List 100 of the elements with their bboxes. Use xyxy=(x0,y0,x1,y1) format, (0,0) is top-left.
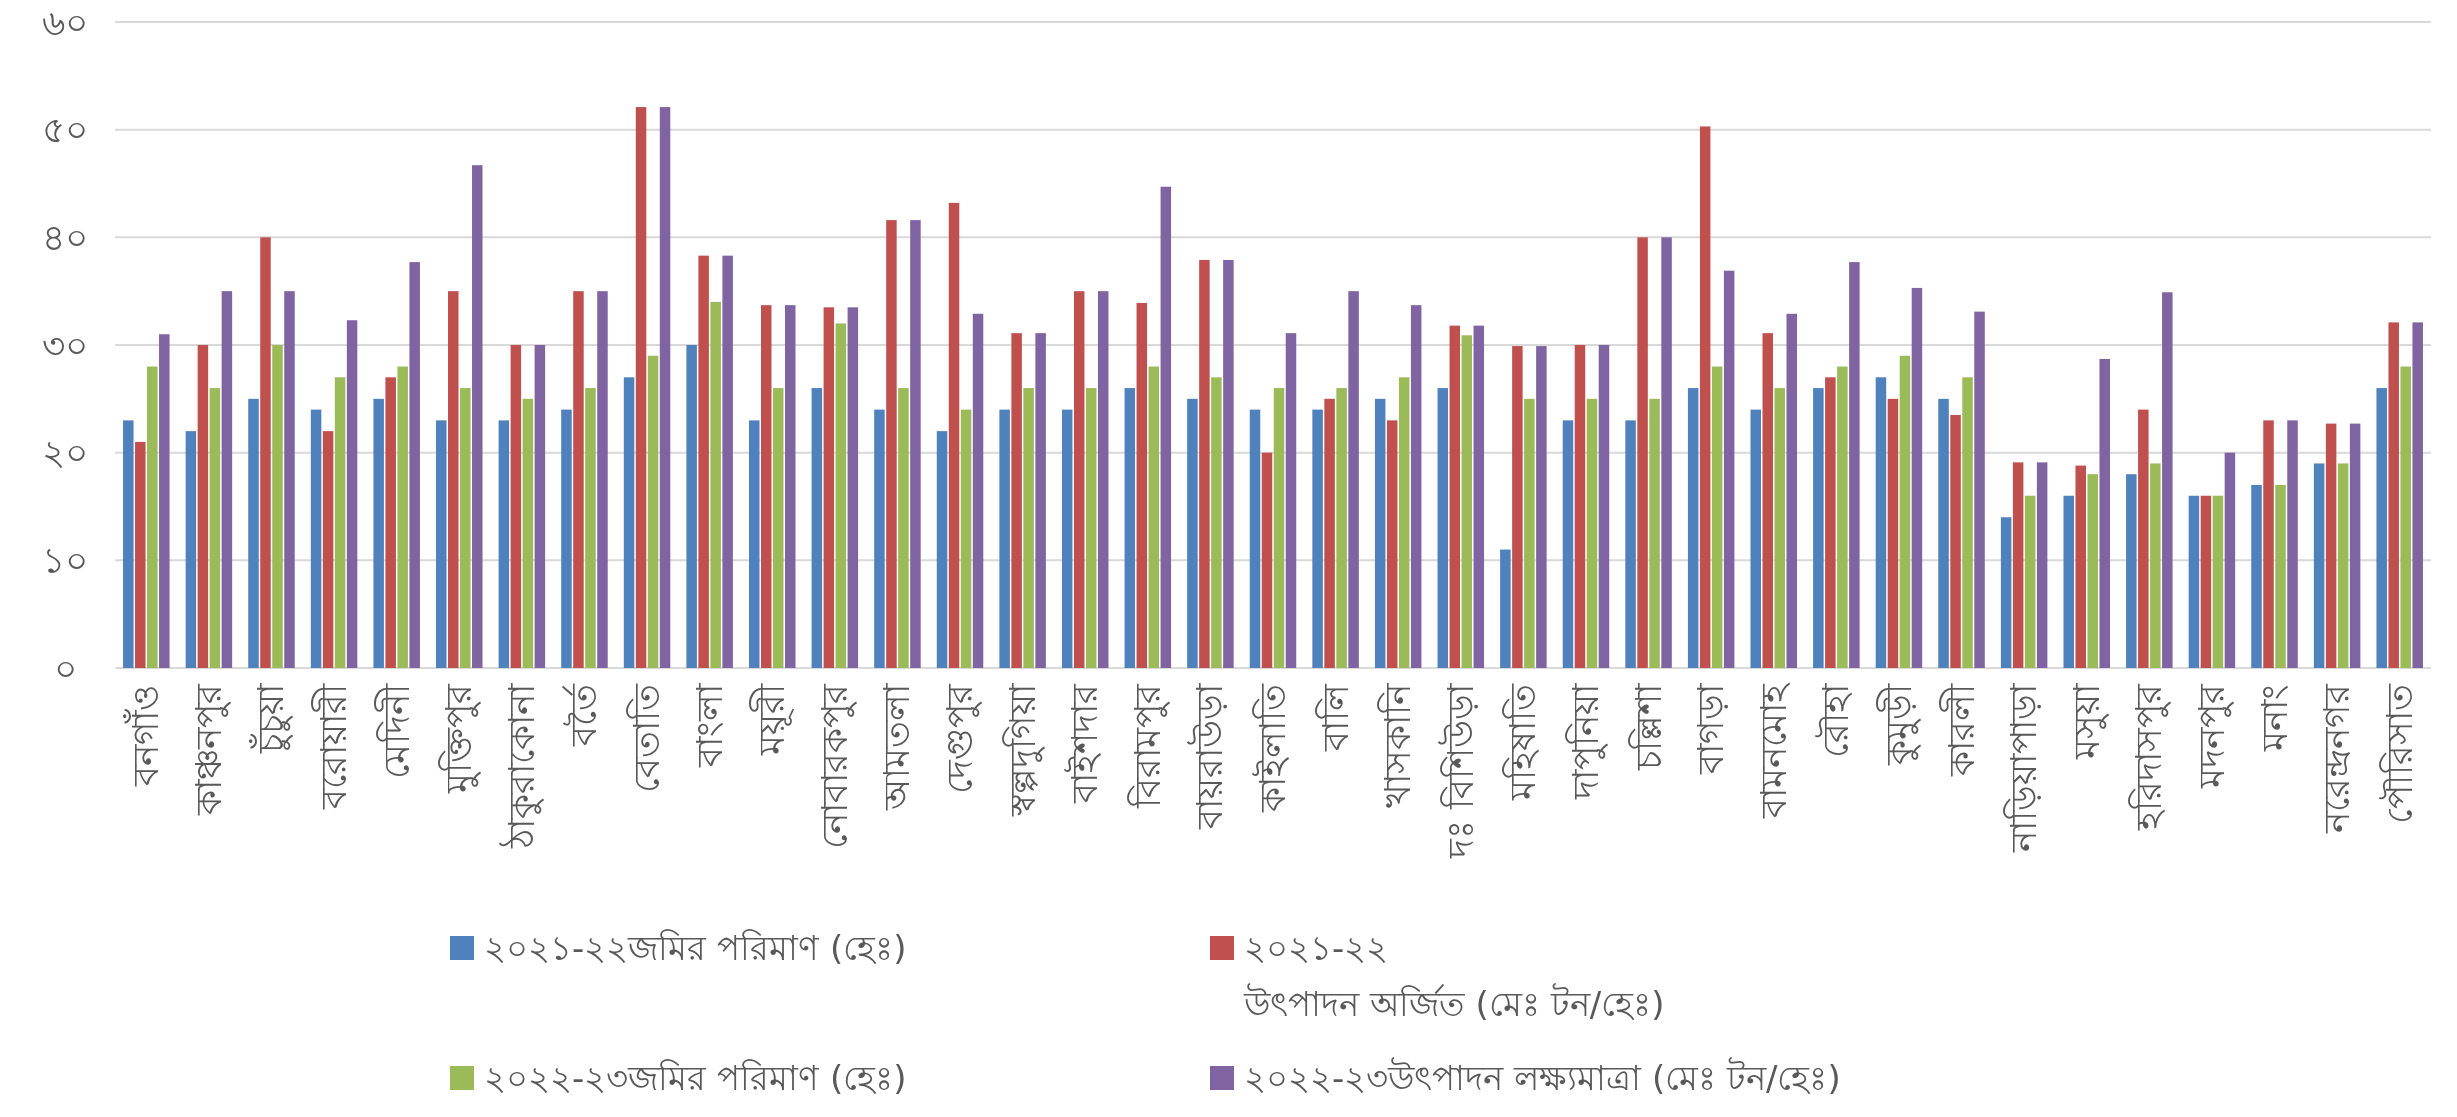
bar xyxy=(2313,463,2325,668)
legend-label: ২০২১-২২ উৎপাদন অর্জিত (মেঃ টন/হেঃ) xyxy=(1244,927,1665,1026)
x-tick-label: বিরামপুর xyxy=(1126,683,1170,809)
y-tick-label: ৬০ xyxy=(42,1,88,43)
bar xyxy=(898,388,909,668)
x-tick-label: মহিষাতি xyxy=(1502,683,1544,801)
x-tick-label: বালি xyxy=(1314,683,1356,752)
bar xyxy=(2388,322,2399,668)
bar xyxy=(2000,517,2012,668)
bar xyxy=(1449,325,1461,668)
bar xyxy=(910,220,921,668)
bar xyxy=(2400,366,2411,668)
x-tick-label: কাইলাতি xyxy=(1252,683,1293,813)
bar xyxy=(1273,388,1285,668)
bar xyxy=(686,345,697,668)
bar xyxy=(534,345,546,668)
bar xyxy=(2251,484,2262,668)
bar xyxy=(1649,398,1660,668)
bar xyxy=(197,345,209,668)
x-tick-label: বাগড়া xyxy=(1690,683,1732,775)
bar xyxy=(185,431,197,668)
bar xyxy=(635,107,647,668)
x-tick-label: কুমুড়ী xyxy=(1875,683,1921,766)
bar xyxy=(936,431,948,668)
bar xyxy=(209,388,221,668)
bar xyxy=(1061,409,1073,668)
bar xyxy=(221,291,233,668)
bar xyxy=(1687,388,1699,668)
bar xyxy=(1136,303,1148,668)
bar xyxy=(2275,484,2286,668)
bar xyxy=(2287,420,2298,668)
x-tick-label: পৌরিসাত xyxy=(2378,683,2420,824)
bar xyxy=(522,398,534,668)
bar xyxy=(135,441,146,668)
x-tick-label: বায়রাউড়া xyxy=(1187,683,1231,830)
bar xyxy=(2325,423,2337,668)
bar xyxy=(1825,377,1836,668)
bar xyxy=(1699,126,1711,668)
y-tick-label: ২০ xyxy=(42,432,88,474)
bar xyxy=(272,345,283,668)
bar xyxy=(1261,452,1273,668)
bar xyxy=(1524,398,1535,668)
bar xyxy=(1637,237,1648,668)
bar xyxy=(1625,420,1636,668)
bar xyxy=(698,255,709,668)
bar xyxy=(1887,398,1899,668)
bar xyxy=(960,409,972,668)
bar xyxy=(1711,366,1723,668)
bar xyxy=(760,305,772,668)
y-tick-label: ০ xyxy=(53,647,77,689)
bar xyxy=(2376,388,2387,668)
bar xyxy=(1473,325,1485,668)
bar xyxy=(2337,463,2349,668)
bar xyxy=(448,291,459,668)
bar xyxy=(1849,262,1860,668)
bar xyxy=(1223,259,1234,668)
bar xyxy=(2024,495,2036,668)
bar xyxy=(2162,292,2173,668)
bar xyxy=(2063,495,2074,668)
bar xyxy=(659,107,671,668)
legend-label: ২০২২-২৩উৎপাদন লক্ষ্যমাত্রা (মেঃ টন/হেঃ) xyxy=(1244,1056,1841,1100)
x-tick-label: ঠাকুরাকোনা xyxy=(498,683,544,849)
bar xyxy=(2075,465,2086,668)
bar xyxy=(1199,259,1210,668)
bar xyxy=(147,366,158,668)
bar xyxy=(1950,414,1961,668)
bar xyxy=(1160,186,1172,668)
x-tick-label: নাড়িয়াপাড়া xyxy=(2003,683,2045,853)
bar xyxy=(1285,333,1297,668)
x-tick-label: বেতাতি xyxy=(626,683,668,793)
bar xyxy=(1723,270,1735,668)
bar xyxy=(373,398,384,668)
bar xyxy=(2224,452,2236,668)
bar xyxy=(1073,291,1085,668)
bar xyxy=(1574,345,1586,668)
bar xyxy=(409,262,420,668)
bar xyxy=(1911,287,1923,668)
bar xyxy=(1348,291,1359,668)
bar xyxy=(1536,346,1547,668)
x-tick-label: বরোয়ারী xyxy=(311,683,355,810)
x-tick-label: নোবারকপুর xyxy=(813,683,857,849)
x-tick-label: চুঁচুয়া xyxy=(249,683,294,754)
bar xyxy=(510,345,522,668)
bar xyxy=(1762,333,1774,668)
bar xyxy=(1097,291,1109,668)
bar xyxy=(385,377,396,668)
bar xyxy=(2150,463,2161,668)
bar xyxy=(310,409,322,668)
bar xyxy=(1562,420,1574,668)
bar xyxy=(2012,462,2024,668)
x-tick-label: মেদিনী xyxy=(373,683,417,779)
bar xyxy=(573,291,584,668)
bar xyxy=(748,420,760,668)
bar xyxy=(2188,495,2200,668)
bar xyxy=(2099,359,2110,668)
bar xyxy=(1374,398,1386,668)
bar xyxy=(2349,423,2361,668)
bar xyxy=(498,420,510,668)
bar xyxy=(1398,377,1410,668)
bar xyxy=(561,409,572,668)
